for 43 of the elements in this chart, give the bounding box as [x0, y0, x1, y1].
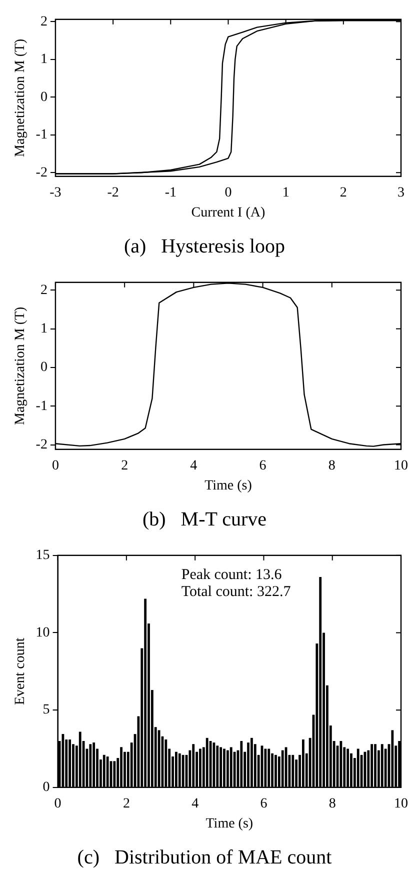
x-tick-label: 2: [121, 458, 128, 474]
y-tick-label: 2: [40, 14, 48, 30]
x-tick-label: 8: [328, 458, 336, 474]
text: (c) Distribution of MAE count: [77, 846, 332, 868]
y-tick-label: 15: [36, 548, 50, 564]
y-tick-label: 0: [42, 780, 50, 796]
x-tick-label: 6: [259, 458, 266, 474]
x-tick-label: 3: [398, 185, 404, 200]
y-axis-title: Magnetization M (T): [13, 38, 28, 157]
x-tick-label: 4: [192, 796, 199, 812]
annotation: Peak count: 13.6: [181, 566, 282, 583]
x-axis-title: Time (s): [204, 478, 252, 494]
x-tick-label: 10: [394, 458, 408, 474]
annotation: Total count: 322.7: [181, 584, 292, 600]
x-tick-label: 2: [122, 796, 130, 812]
x-axis-title: Current I (A): [191, 205, 266, 220]
y-tick-label: -2: [36, 437, 48, 452]
y-tick-label: 1: [40, 52, 48, 68]
text: (a) Hysteresis loop: [124, 235, 286, 258]
text: (b) M-T curve: [142, 508, 267, 530]
y-axis-title: Magnetization M (T): [13, 306, 28, 425]
x-tick-label: 0: [224, 185, 232, 200]
x-tick-label: 4: [190, 458, 198, 474]
x-tick-label: 0: [54, 796, 62, 812]
x-tick-label: -3: [50, 185, 62, 200]
y-tick-label: 0: [40, 90, 48, 105]
y-tick-label: -1: [36, 398, 48, 414]
y-tick-label: -2: [36, 165, 48, 180]
y-tick-label: 2: [40, 282, 48, 298]
x-axis-title: Time (s): [206, 816, 254, 832]
x-tick-label: -1: [164, 185, 176, 200]
x-tick-label: 8: [328, 796, 336, 812]
x-tick-label: -2: [107, 185, 119, 200]
x-tick-label: 1: [282, 185, 290, 200]
y-tick-label: -1: [36, 128, 48, 143]
y-axis-title: Event count: [13, 638, 28, 706]
x-tick-label: 10: [394, 796, 408, 812]
x-tick-label: 2: [340, 185, 347, 200]
x-tick-label: 6: [260, 796, 268, 812]
y-tick-label: 5: [42, 702, 50, 718]
y-tick-label: 0: [40, 360, 48, 376]
y-tick-label: 1: [40, 321, 48, 336]
y-tick-label: 10: [36, 625, 50, 640]
